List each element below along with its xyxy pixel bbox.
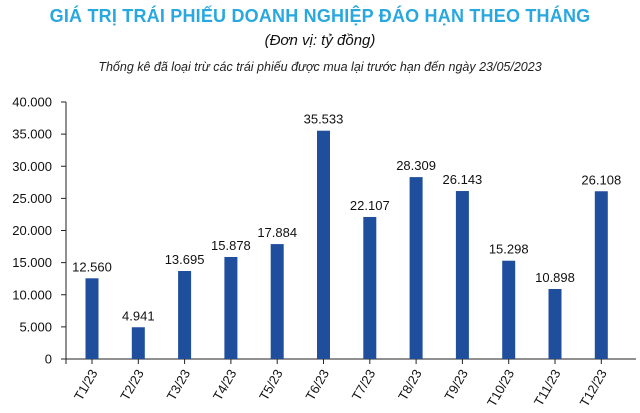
x-tick-label: T2/23 [117,367,147,403]
bar-data-label: 10.898 [535,270,575,285]
x-tick-label: T3/23 [164,367,194,403]
bar-data-label: 35.533 [304,112,344,127]
bar-data-label: 28.309 [396,158,436,173]
x-tick-label: T4/23 [210,367,240,403]
x-tick-label: T10/23 [484,367,517,410]
y-tick-label: 10.000 [12,287,52,302]
x-tick-label: T5/23 [256,367,286,403]
bar [409,177,423,359]
bar-data-label: 22.107 [350,198,390,213]
bar-data-label: 26.108 [581,172,621,187]
bar [85,278,99,359]
bar-data-label: 4.941 [122,308,155,323]
bar [224,256,238,359]
x-tick-label: T11/23 [531,367,564,409]
bar [178,271,192,359]
bar [594,191,608,359]
y-tick-label: 15.000 [12,255,52,270]
y-tick-label: 25.000 [12,191,52,206]
y-tick-label: 20.000 [12,223,52,238]
bar [548,288,562,359]
bar-data-label: 12.560 [72,259,112,274]
y-tick-label: 30.000 [12,159,52,174]
y-tick-label: 5.000 [19,319,52,334]
x-tick-label: T12/23 [577,367,610,410]
bar [502,260,516,359]
bar-data-label: 15.878 [211,238,251,253]
bar [131,327,145,359]
y-tick-label: 35.000 [12,127,52,142]
y-tick-label: 40.000 [12,95,52,110]
bar [455,191,469,359]
bar [270,244,284,359]
x-tick-label: T6/23 [302,367,332,403]
x-tick-label: T1/23 [71,367,101,403]
x-tick-label: T9/23 [441,367,471,403]
bar-data-label: 15.298 [489,242,529,257]
chart-note: Thống kê đã loại trừ các trái phiếu được… [98,60,542,74]
bar [317,130,330,359]
x-tick-label: T8/23 [395,367,425,403]
x-tick-label: T7/23 [349,367,379,403]
bar-data-label: 26.143 [443,172,483,187]
chart-title: GIÁ TRỊ TRÁI PHIẾU DOANH NGHIỆP ĐÁO HẠN … [49,6,591,26]
chart-unit-subtitle: (Đơn vị: tỷ đồng) [264,32,376,49]
y-tick-label: 0 [45,352,52,367]
bar-data-label: 13.695 [165,252,205,267]
bar-data-label: 17.884 [257,225,297,240]
bar [363,216,377,359]
